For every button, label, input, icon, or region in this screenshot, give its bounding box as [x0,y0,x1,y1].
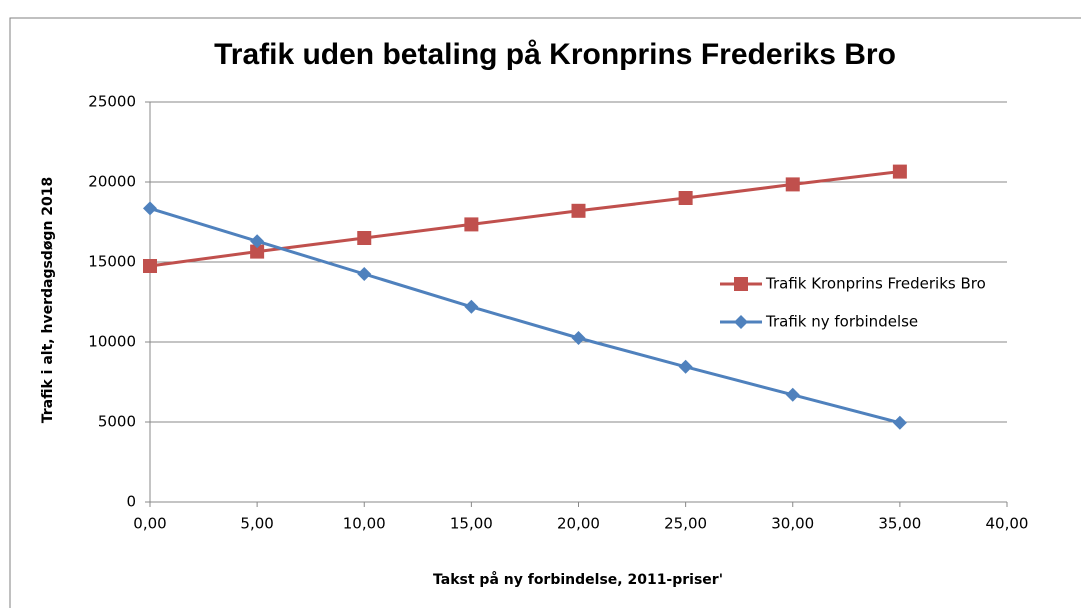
legend-marker [734,277,748,291]
y-tick-label: 10000 [88,333,136,351]
y-tick-label: 5000 [98,413,136,431]
y-tick-label: 15000 [88,253,136,271]
x-tick-label: 15,00 [450,515,493,533]
x-tick-label: 35,00 [878,515,921,533]
marker [892,164,907,179]
x-tick-label: 40,00 [986,515,1029,533]
x-tick-label: 25,00 [664,515,707,533]
marker [785,387,800,402]
marker [678,359,693,374]
marker [143,201,157,216]
y-axis-label: Trafik i alt, hverdagsdøgn 2018 [40,177,56,424]
marker [250,234,265,249]
marker [785,177,800,192]
x-tick-label: 0,00 [133,515,166,533]
chart-title: Trafik uden betaling på Kronprins Freder… [214,38,896,71]
series-line [149,170,901,268]
x-axis-label: Takst på ny forbindelse, 2011-priser' [433,571,723,588]
x-tick-label: 5,00 [240,515,273,533]
marker [571,203,586,218]
marker [357,231,372,245]
x-tick-label: 10,00 [343,515,386,533]
marker [892,415,907,430]
y-tick-label: 0 [126,493,136,511]
marker [464,217,479,232]
marker [571,331,586,345]
x-tick-label: 20,00 [557,515,600,533]
legend-label: Trafik ny forbindelse [765,313,918,331]
marker [678,191,693,205]
marker [250,244,265,259]
chart-border [9,17,1081,608]
series-line [149,206,901,425]
marker [357,267,372,281]
x-tick-label: 30,00 [771,515,814,533]
marker [143,259,157,273]
y-tick-label: 20000 [88,173,136,191]
marker [464,299,479,314]
legend-label: Trafik Kronprins Frederiks Bro [765,275,986,293]
y-tick-label: 25000 [88,93,136,111]
legend-marker [734,315,748,329]
